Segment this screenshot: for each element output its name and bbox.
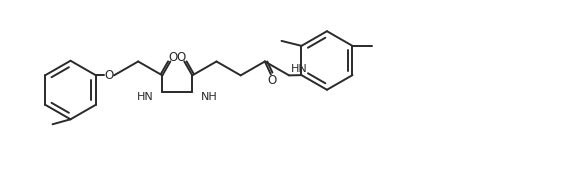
- Text: O: O: [177, 51, 186, 64]
- Text: O: O: [267, 74, 277, 87]
- Text: O: O: [168, 51, 178, 64]
- Text: HN: HN: [137, 92, 153, 102]
- Text: NH: NH: [201, 92, 218, 102]
- Text: O: O: [104, 69, 113, 82]
- Text: HN: HN: [291, 64, 307, 74]
